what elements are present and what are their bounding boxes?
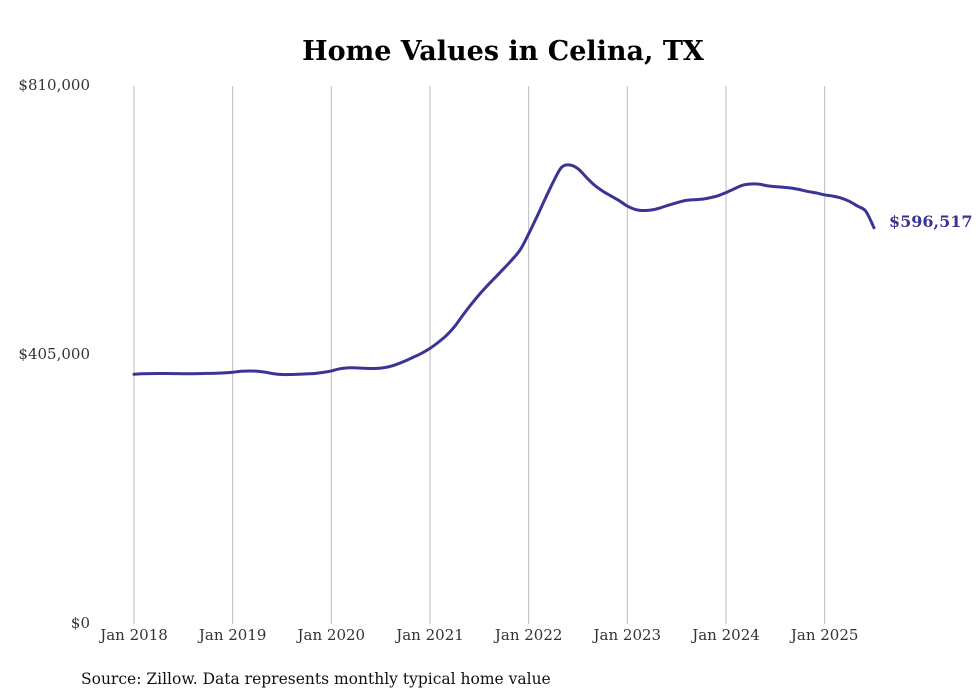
end-value-label: $596,517 bbox=[889, 212, 973, 231]
x-tick-label: Jan 2018 bbox=[98, 626, 168, 644]
x-tick-label: Jan 2023 bbox=[592, 626, 662, 644]
source-note: Source: Zillow. Data represents monthly … bbox=[81, 670, 551, 688]
x-tick-label: Jan 2019 bbox=[197, 626, 267, 644]
y-tick-label: $405,000 bbox=[18, 345, 90, 363]
chart-title: Home Values in Celina, TX bbox=[302, 36, 704, 67]
x-tick-label: Jan 2025 bbox=[789, 626, 859, 644]
y-axis: $0 $405,000 $810,000 bbox=[18, 76, 90, 632]
series-layer: $596,517 bbox=[132, 163, 973, 377]
y-tick-label: $810,000 bbox=[18, 76, 90, 94]
x-tick-label: Jan 2020 bbox=[296, 626, 366, 644]
series-line bbox=[132, 163, 876, 377]
grid-layer bbox=[133, 86, 826, 624]
y-tick-label: $0 bbox=[71, 614, 90, 632]
x-tick-label: Jan 2021 bbox=[394, 626, 464, 644]
x-tick-label: Jan 2022 bbox=[493, 626, 563, 644]
x-axis: Jan 2018 Jan 2019 Jan 2020 Jan 2021 Jan 2022… bbox=[98, 626, 858, 644]
x-tick-label: Jan 2024 bbox=[690, 626, 760, 644]
